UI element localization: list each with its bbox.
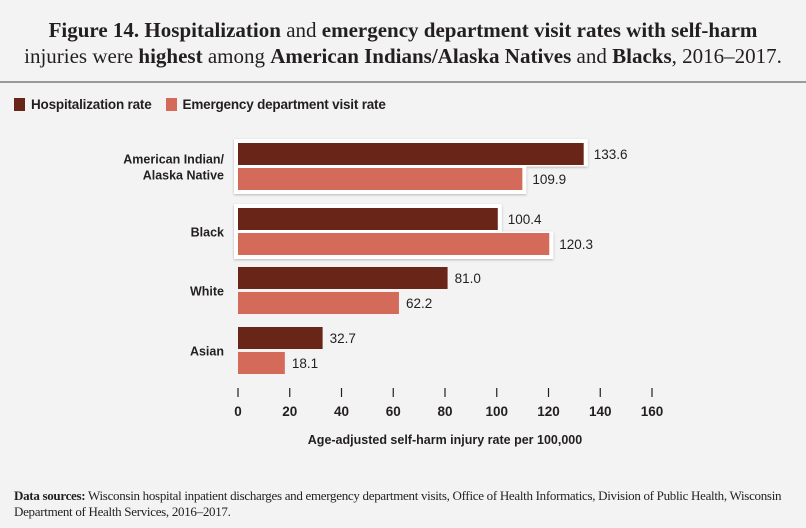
- title-run: Figure 14. Hospitalization: [48, 18, 281, 42]
- title-divider: [0, 81, 806, 83]
- x-tick-label: 60: [386, 404, 401, 419]
- x-tick-label: 140: [589, 404, 612, 419]
- bar-emergency: [238, 292, 399, 314]
- legend-label-emergency: Emergency department visit rate: [182, 97, 386, 112]
- bar-emergency: [238, 352, 285, 374]
- title-run: injuries were: [24, 44, 139, 68]
- bar-emergency: [238, 168, 523, 190]
- title-run: emergency department visit rates with se…: [321, 18, 758, 42]
- title-run: , 2016–2017.: [671, 44, 782, 68]
- legend-swatch-hospitalization: [14, 98, 25, 111]
- data-label-hospitalization: 133.6: [594, 147, 628, 162]
- title-run: highest: [138, 44, 203, 68]
- x-tick-label: 120: [537, 404, 560, 419]
- chart-title: Figure 14. Hospitalization and emergency…: [0, 17, 806, 69]
- title-run: and: [280, 18, 322, 42]
- title-run: and: [571, 44, 613, 68]
- title-run: among: [202, 44, 271, 68]
- bar-hospitalization: [238, 208, 498, 230]
- legend-label-hospitalization: Hospitalization rate: [31, 97, 152, 112]
- category-label: Black: [191, 226, 224, 240]
- legend-item-emergency: Emergency department visit rate: [165, 97, 386, 112]
- title-run: Blacks: [612, 44, 672, 68]
- bar-emergency: [238, 233, 550, 255]
- category-label: Asian: [190, 345, 224, 359]
- x-axis-title: Age-adjusted self-harm injury rate per 1…: [308, 433, 582, 447]
- data-label-hospitalization: 32.7: [330, 331, 356, 346]
- data-label-emergency: 109.9: [532, 172, 566, 187]
- legend-item-hospitalization: Hospitalization rate: [14, 97, 152, 112]
- x-tick-label: 160: [641, 404, 664, 419]
- data-sources-label: Data sources:: [14, 488, 86, 503]
- x-tick-label: 40: [334, 404, 349, 419]
- bar-hospitalization: [238, 267, 448, 289]
- category-label: White: [190, 285, 224, 299]
- data-label-hospitalization: 100.4: [508, 212, 542, 227]
- data-label-emergency: 120.3: [559, 237, 593, 252]
- title-line-1: Figure 14. Hospitalization and emergency…: [0, 17, 806, 43]
- legend-swatch-emergency: [165, 98, 177, 111]
- data-label-emergency: 62.2: [406, 296, 432, 311]
- title-line-2: injuries were highest among American Ind…: [0, 43, 806, 69]
- category-label: American Indian/: [123, 153, 224, 167]
- title-run: American Indians/Alaska Natives: [270, 44, 572, 68]
- x-tick-label: 80: [437, 404, 452, 419]
- x-tick-label: 100: [485, 404, 508, 419]
- data-sources-note: Data sources: Wisconsin hospital inpatie…: [14, 488, 794, 520]
- data-label-emergency: 18.1: [292, 356, 318, 371]
- bar-hospitalization: [238, 327, 323, 349]
- category-label: Alaska Native: [143, 169, 224, 183]
- data-sources-text: Wisconsin hospital inpatient discharges …: [14, 488, 782, 519]
- legend: Hospitalization rate Emergency departmen…: [14, 97, 400, 112]
- x-tick-label: 0: [234, 404, 242, 419]
- data-label-hospitalization: 81.0: [455, 271, 481, 286]
- x-tick-label: 20: [282, 404, 297, 419]
- bar-hospitalization: [238, 143, 584, 165]
